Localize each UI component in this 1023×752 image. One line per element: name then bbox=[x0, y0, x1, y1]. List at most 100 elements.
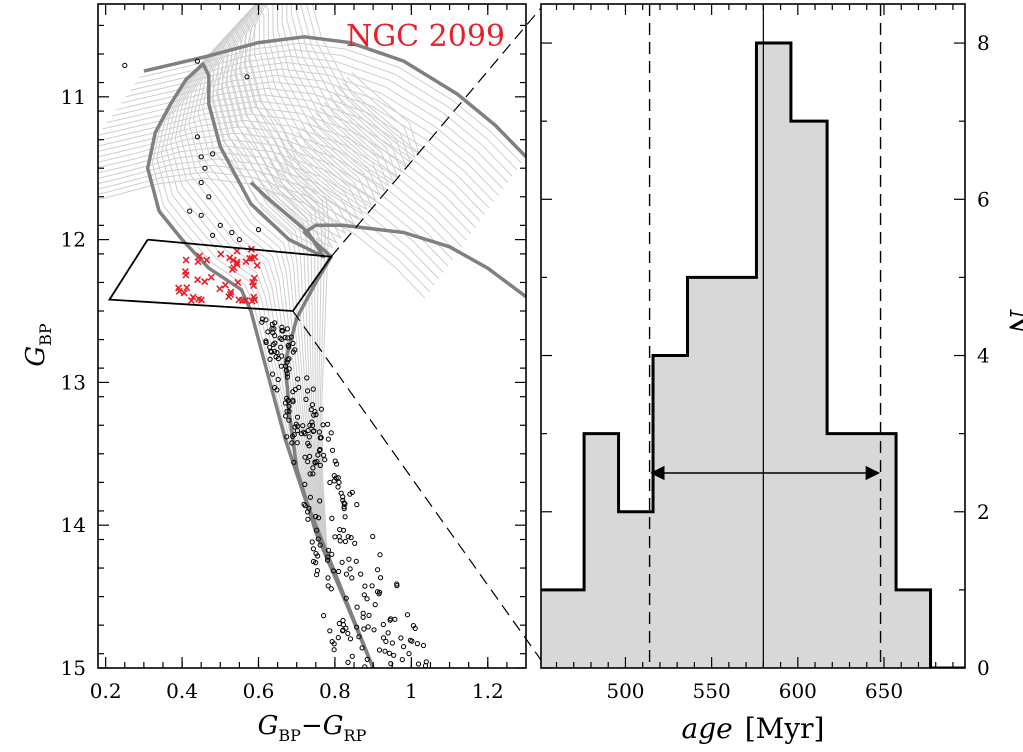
y-tick-label: 11 bbox=[61, 85, 86, 109]
star-point bbox=[229, 229, 235, 236]
star-point bbox=[394, 581, 400, 587]
star-point bbox=[382, 648, 388, 654]
selected-star bbox=[226, 254, 234, 262]
star-point bbox=[310, 546, 316, 552]
star-point bbox=[327, 628, 333, 634]
star-point bbox=[305, 427, 311, 434]
star-point bbox=[325, 575, 331, 581]
isochrone-thin bbox=[102, 94, 486, 215]
star-point bbox=[309, 539, 315, 545]
star-point bbox=[198, 179, 204, 186]
star-point bbox=[286, 356, 292, 362]
star-point bbox=[318, 406, 324, 412]
star-point bbox=[317, 446, 323, 453]
star-point bbox=[336, 620, 342, 627]
star-point bbox=[284, 434, 290, 440]
star-point bbox=[206, 194, 212, 200]
selected-star bbox=[221, 281, 229, 289]
star-point bbox=[305, 516, 311, 522]
star-point bbox=[338, 490, 344, 496]
star-point bbox=[327, 479, 333, 486]
cmd-ticks: 0.2 0.4 0.6 0.8 1 1.2 11 12 13 14 15 bbox=[61, 4, 526, 703]
star-point bbox=[198, 212, 204, 218]
y-tick-label: 13 bbox=[61, 370, 86, 394]
star-point bbox=[236, 237, 242, 243]
star-point bbox=[284, 408, 290, 414]
star-point bbox=[325, 436, 331, 442]
star-point bbox=[341, 506, 347, 512]
star-point bbox=[358, 571, 364, 577]
star-point bbox=[336, 479, 342, 485]
isochrone-thin bbox=[98, 132, 458, 254]
histogram-outline bbox=[541, 41, 965, 668]
selected-star bbox=[250, 274, 258, 282]
star-point bbox=[331, 473, 337, 479]
star-point bbox=[343, 571, 350, 577]
star-point bbox=[278, 363, 284, 369]
star-point bbox=[345, 534, 351, 540]
star-point bbox=[263, 317, 269, 323]
isochrone-thin bbox=[174, 33, 374, 668]
selected-star bbox=[183, 284, 191, 292]
star-point bbox=[347, 636, 354, 642]
star-point bbox=[295, 376, 301, 382]
isochrone-thin bbox=[238, 4, 412, 668]
star-point bbox=[345, 659, 351, 666]
star-point bbox=[275, 356, 281, 362]
star-point bbox=[388, 661, 394, 667]
star-point bbox=[359, 645, 365, 651]
star-point bbox=[353, 558, 359, 564]
hist-y-tick-label: 4 bbox=[977, 344, 990, 368]
hist-ticks: 500 550 600 650 0 2 4 6 8 bbox=[541, 4, 990, 703]
star-point bbox=[365, 624, 371, 630]
selected-star bbox=[180, 289, 188, 297]
star-point bbox=[369, 583, 375, 589]
star-point bbox=[317, 542, 323, 548]
star-point bbox=[340, 497, 346, 503]
star-point bbox=[406, 651, 412, 657]
star-point bbox=[278, 344, 284, 350]
star-point bbox=[194, 134, 200, 140]
star-point bbox=[314, 527, 320, 533]
selection-parallelogram bbox=[107, 238, 333, 312]
star-point bbox=[314, 568, 320, 574]
star-point bbox=[364, 596, 370, 602]
selected-star bbox=[248, 254, 256, 262]
star-point bbox=[341, 527, 347, 533]
star-point bbox=[340, 627, 346, 634]
star-point bbox=[375, 567, 381, 573]
star-point bbox=[370, 533, 376, 540]
hist-y-tick-label: 6 bbox=[977, 187, 990, 211]
selected-star bbox=[175, 287, 183, 295]
selected-star bbox=[241, 296, 250, 304]
star-point bbox=[347, 491, 353, 497]
hist-x-tick-label: 500 bbox=[606, 679, 644, 703]
star-point bbox=[302, 503, 308, 509]
star-point bbox=[295, 423, 301, 429]
star-point bbox=[310, 558, 317, 565]
x-tick-label: 0.2 bbox=[90, 679, 122, 703]
x-axis-label: GBP−GRP bbox=[258, 711, 367, 745]
star-point bbox=[284, 374, 291, 380]
star-point bbox=[284, 371, 290, 377]
selected-star bbox=[253, 261, 261, 270]
y-tick-label: 15 bbox=[61, 656, 86, 680]
selected-star bbox=[201, 278, 209, 286]
star-point bbox=[341, 500, 347, 506]
star-point bbox=[329, 639, 335, 645]
hist-y-label: N bbox=[1003, 309, 1023, 336]
hist-frame bbox=[540, 3, 966, 669]
selected-star bbox=[234, 278, 242, 287]
star-point bbox=[292, 347, 298, 353]
star-point bbox=[407, 637, 413, 643]
star-point bbox=[335, 475, 341, 481]
hist-x-label-unit: [Myr] bbox=[745, 712, 825, 745]
star-point bbox=[311, 412, 317, 418]
star-point bbox=[362, 664, 368, 668]
selected-star bbox=[225, 293, 233, 301]
y-tick-label: 14 bbox=[61, 513, 86, 537]
star-point bbox=[325, 554, 331, 560]
histogram-bar bbox=[541, 590, 584, 668]
isochrone-thin bbox=[125, 61, 509, 183]
